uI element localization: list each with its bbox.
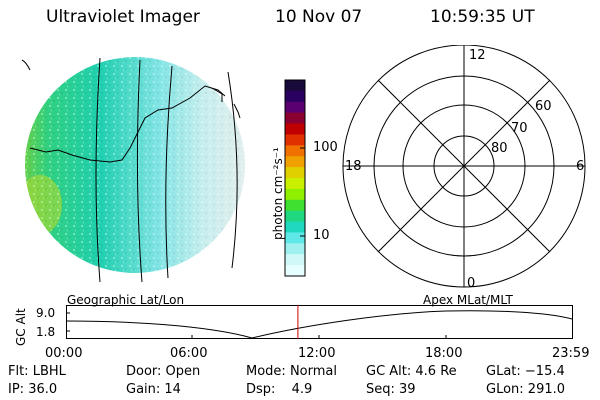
colorbar-band [285,101,305,114]
info-dsp: Dsp: 4.9 [246,382,313,397]
colorbar-band [285,112,305,125]
colorbar-band [285,243,305,255]
info-mode: Mode: Normal [246,364,337,379]
uv-image [21,57,245,283]
colorbar-band [285,123,305,135]
apex-label: Apex MLat/MLT [423,293,513,307]
x-tick-0600: 06:00 [170,346,208,361]
colorbar-band [285,265,305,277]
colorbar-band [285,232,305,244]
coastline [29,85,241,163]
x-tick-1200: 12:00 [298,346,336,361]
timeline-y-tick-max: 9.0 [36,306,56,320]
time-label: 10:59:35 UT [430,7,535,27]
colorbar-tick-10: 10 [313,228,330,243]
mlt-label-12: 12 [469,48,486,63]
info-glon: GLon: 291.0 [486,382,566,397]
aurora-disk [25,57,245,273]
info-ip: IP: 36.0 [8,382,58,397]
info-gain: Gain: 14 [126,382,181,397]
colorbar-band [285,178,305,190]
polar-grid: 12 18 6 0 60 70 80 [342,45,586,291]
info-glat: GLat: −15.4 [486,364,565,379]
mlt-label-6: 6 [576,159,584,174]
mlt-label-0: 0 [467,276,475,291]
info-gc-alt: GC Alt: 4.6 Re [366,364,457,379]
lat-label-70: 70 [511,121,528,136]
colorbar-bands [285,80,305,277]
colorbar-band [285,145,305,157]
timeline-y-label: GC Alt [14,308,28,346]
colorbar-band [285,156,305,168]
colorbar-band [285,221,305,233]
colorbar-band [285,90,305,103]
colorbar-band [285,210,305,223]
date-label: 10 Nov 07 [275,7,363,27]
lat-label-60: 60 [535,99,552,114]
colorbar-band [285,167,305,179]
geo-label: Geographic Lat/Lon [67,293,185,307]
mlt-label-18: 18 [345,159,362,174]
x-tick-0000: 00:00 [45,346,83,361]
colorbar-unit-label: photon cm⁻²s⁻¹ [271,147,285,240]
info-seq: Seq: 39 [366,382,416,397]
colorbar-band [285,199,305,212]
info-door: Door: Open [126,364,201,379]
colorbar-band [285,80,305,92]
x-tick-2359: 23:59 [552,346,590,361]
colorbar-band [285,188,305,201]
instrument-title: Ultraviolet Imager [46,7,200,27]
timeline-plot [66,305,573,339]
colorbar [284,79,306,277]
info-flt: Flt: LBHL [8,364,66,379]
timeline-y-tick-min: 1.8 [36,325,56,339]
colorbar-band [285,134,305,146]
colorbar-tick-100: 100 [313,140,338,155]
meridian-grid [21,57,238,283]
lat-label-80: 80 [491,141,508,156]
colorbar-band [285,254,305,266]
x-tick-1800: 18:00 [425,346,463,361]
